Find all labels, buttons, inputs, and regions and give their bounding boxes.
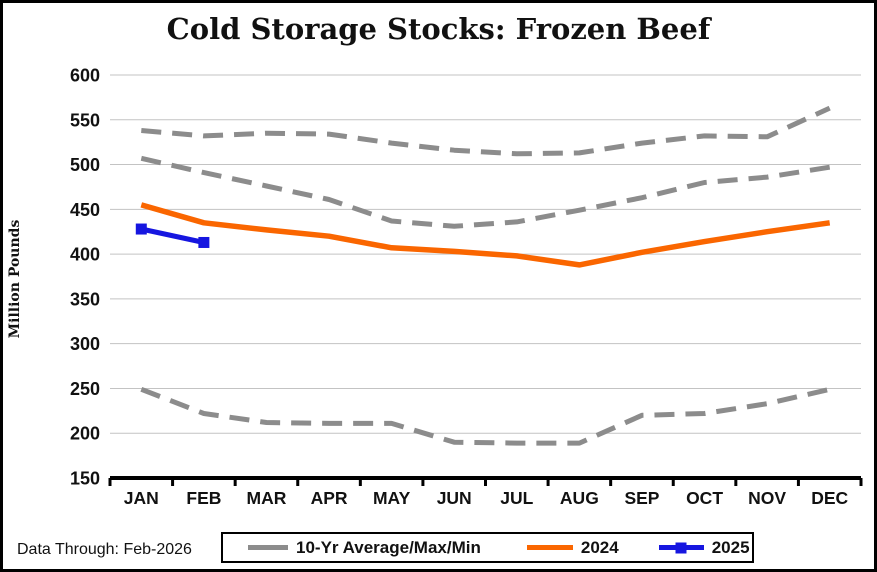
- y-tick-label: 300: [70, 334, 100, 354]
- x-tick-label: JUN: [437, 488, 472, 508]
- legend-item-10yr: 10-Yr Average/Max/Min: [248, 538, 481, 558]
- y-tick-label: 400: [70, 245, 100, 265]
- series-line-2024: [140, 202, 831, 268]
- legend-swatch-2024-line: [526, 545, 573, 550]
- legend-label-2025: 2025: [711, 537, 750, 557]
- legend-swatch-gray-dash: [248, 545, 288, 550]
- x-tick-label: MAY: [373, 488, 411, 508]
- legend-label-2024: 2024: [580, 537, 619, 557]
- series-line-10-yr-min: [140, 386, 831, 446]
- series-line-10-yr-average: [140, 155, 831, 229]
- x-tick-label: MAR: [247, 488, 287, 508]
- y-tick-label: 200: [70, 424, 100, 444]
- x-tick-label: SEP: [624, 488, 659, 508]
- chart-title: Cold Storage Stocks: Frozen Beef: [166, 12, 711, 46]
- legend-label-10yr: 10-Yr Average/Max/Min: [296, 537, 481, 557]
- series-marker-2025: [198, 236, 210, 248]
- x-tick-label: AUG: [560, 488, 599, 508]
- x-tick-label: OCT: [686, 488, 723, 508]
- x-tick-label: APR: [311, 488, 348, 508]
- legend-box: 10-Yr Average/Max/Min 2024 2025: [221, 532, 754, 563]
- y-tick-label: 150: [70, 469, 100, 489]
- legend-swatch-2025-line: [658, 542, 704, 553]
- y-tick-label: 250: [70, 379, 100, 399]
- legend-square-marker: [675, 542, 687, 553]
- legend-item-2025: 2025: [619, 538, 750, 558]
- x-tick-label: DEC: [811, 488, 848, 508]
- series-line-2025: [140, 226, 205, 245]
- x-tick-label: JUL: [500, 488, 533, 508]
- y-tick-label: 600: [70, 66, 100, 86]
- y-tick-label: 450: [70, 200, 100, 220]
- x-tick-label: NOV: [748, 488, 786, 508]
- y-tick-label: 500: [70, 155, 100, 175]
- x-tick-label: FEB: [186, 488, 221, 508]
- legend-item-2024: 2024: [481, 538, 619, 558]
- data-through-note: Data Through: Feb-2026: [17, 541, 192, 558]
- y-tick-label: 550: [70, 110, 100, 130]
- plot-area: 150 200 250 300 350 400 450 500 550 600 JAN FEB MAR A…: [70, 66, 863, 508]
- series-line-10-yr-max: [141, 105, 831, 157]
- x-tick-label: JAN: [124, 488, 159, 508]
- series-marker-2025: [135, 223, 147, 235]
- y-tick-label: 350: [70, 289, 100, 309]
